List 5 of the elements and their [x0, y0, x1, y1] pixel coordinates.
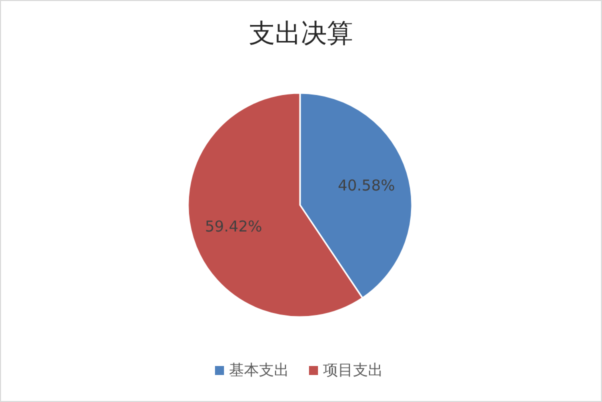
legend-label: 基本支出 [229, 361, 289, 379]
data-label: 40.58% [338, 176, 396, 195]
chart-title: 支出决算 [249, 19, 353, 49]
data-label: 59.42% [204, 217, 262, 236]
legend-label: 项目支出 [323, 361, 383, 379]
